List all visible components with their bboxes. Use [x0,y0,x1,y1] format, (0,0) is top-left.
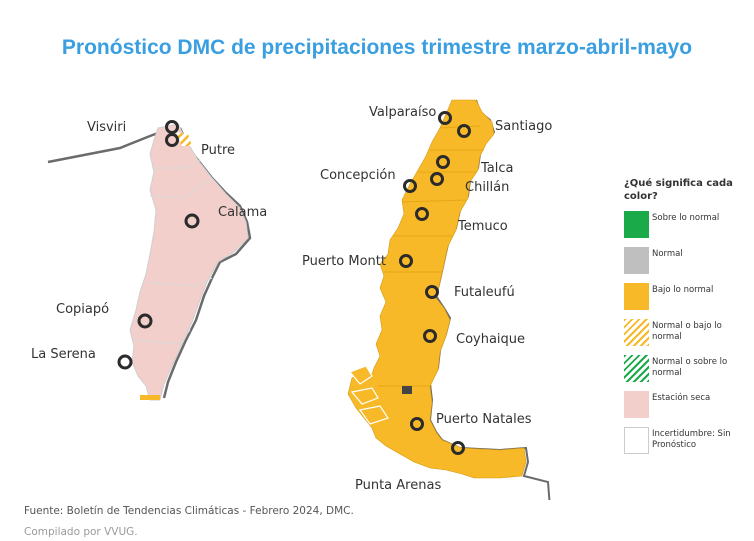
puerto-natales-marker [410,417,424,431]
legend-item-normal-or-below: Normal o bajo lo normal [624,319,734,355]
region-boundary [133,329,191,345]
legend-swatch-normal-or-below [624,319,649,346]
futaleufu-marker [425,285,439,299]
legend-swatch-below-normal [624,283,649,310]
legend-label: Normal o bajo lo normal [652,321,722,342]
talca-marker [436,155,450,169]
legend-label: Estación seca [652,393,711,403]
concepcion-label: Concepción [320,168,396,183]
puerto-natales-label: Puerto Natales [436,412,532,427]
valparaiso-marker [438,111,452,125]
compiled-note: Compilado por VVUG. [24,526,138,538]
temuco-marker [415,207,429,221]
legend-swatch-dry-season [624,391,649,418]
legend-swatch-normal [624,247,649,274]
legend: ¿Qué significa cada color? Sobre lo norm… [624,177,734,463]
source-note: Fuente: Boletín de Tendencias Climáticas… [24,505,354,517]
concepcion-marker [403,179,417,193]
region-boundary [152,159,201,169]
legend-label: Sobre lo normal [652,213,720,223]
copiapo-marker [137,313,153,329]
talca-label: Talca [480,161,513,176]
legend-label: Normal [652,249,683,259]
legend-title: ¿Qué significa cada color? [624,178,733,202]
chillan-label: Chillán [465,180,509,195]
map-canvas: Visviri Putre Calama Copiapó La Serena [31,99,552,500]
coyhaique-label: Coyhaique [456,332,525,347]
legend-swatch-above-normal [624,211,649,238]
copiapo-label: Copiapó [56,302,109,317]
futaleufu-label: Futaleufú [454,285,515,300]
putre-label: Putre [201,143,235,158]
legend-item-below-normal: Bajo lo normal [624,283,734,319]
calama-label: Calama [218,205,267,220]
south-chile-map: Valparaíso Santiago Talca Concepción Chi… [302,99,552,500]
santiago-label: Santiago [495,119,552,134]
legend-swatch-normal-or-above [624,355,649,382]
dark-patch [402,386,412,394]
visviri-marker [165,120,179,134]
legend-label: Incertidumbre: Sin Pronóstico [652,429,731,450]
valparaiso-label: Valparaíso [369,105,436,120]
legend-item-above-normal: Sobre lo normal [624,211,734,247]
chillan-marker [430,172,444,186]
punta-arenas-marker [451,441,465,455]
legend-item-normal: Normal [624,247,734,283]
region-boundary [147,277,213,287]
putre-marker [165,133,179,147]
legend-label: Normal o sobre lo normal [652,357,728,378]
la-serena-label: La Serena [31,347,96,362]
region-boundary [401,199,467,203]
legend-item-normal-or-above: Normal o sobre lo normal [624,355,734,391]
region-boundary [149,177,213,199]
calama-marker [184,213,200,229]
santiago-marker [457,124,471,138]
legend-item-dry-season: Estación seca [624,391,734,427]
temuco-label: Temuco [457,219,508,234]
coyhaique-marker [423,329,437,343]
putre-hatched-area [176,132,192,146]
visviri-label: Visviri [87,120,126,135]
puerto-montt-label: Puerto Montt [302,254,386,269]
north-bottom-strip [140,395,160,400]
north-region-dry-season [129,123,249,401]
archipelago-islands [348,365,389,425]
legend-label: Bajo lo normal [652,285,714,295]
puerto-montt-marker [399,254,413,268]
legend-swatch-uncertainty [624,427,649,454]
map-title: Pronóstico DMC de precipitaciones trimes… [61,36,693,59]
north-chile-map: Visviri Putre Calama Copiapó La Serena [31,120,267,401]
la-serena-marker [117,354,133,370]
punta-arenas-label: Punta Arenas [355,478,441,493]
legend-item-uncertainty: Incertidumbre: Sin Pronóstico [624,427,734,463]
